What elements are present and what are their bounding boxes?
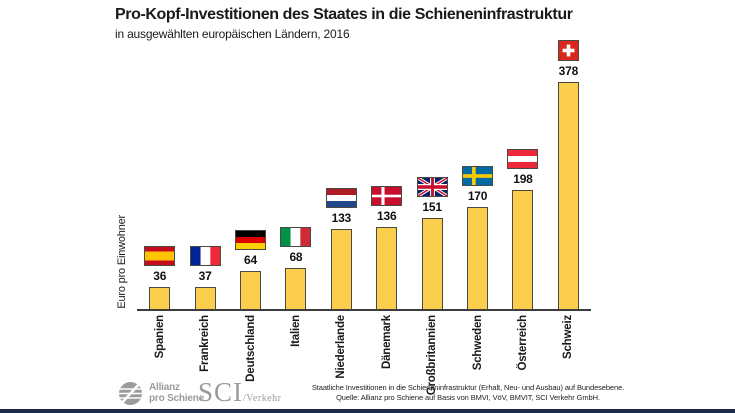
bar-column-it: 68 (273, 227, 318, 309)
bar-column-de: 64 (228, 230, 273, 309)
flag-icon-it (280, 227, 312, 247)
bar-dk (376, 227, 398, 309)
value-label-ch: 378 (558, 64, 579, 78)
flag-icon-dk (371, 186, 403, 206)
x-axis-label-dk: Dänemark (380, 315, 393, 370)
source-note-line1: Staatliche Investitionen in die Schienen… (311, 383, 625, 392)
bar-ch (557, 82, 579, 309)
sci-logo-main: SCI (198, 377, 244, 407)
bottom-accent-bar (0, 409, 735, 413)
bar-chart-plot-area: 36 37 64 68 133 136 151 170 198 378 (137, 30, 591, 309)
chart-subtitle: in ausgewählten europäischen Ländern, 20… (115, 27, 350, 41)
value-label-se: 170 (467, 189, 488, 203)
value-label-es: 36 (153, 269, 167, 283)
bar-column-nl: 133 (319, 188, 364, 309)
bar-column-dk: 136 (364, 186, 409, 309)
value-label-it: 68 (289, 250, 303, 264)
value-label-gb: 151 (422, 200, 442, 214)
bar-it (285, 268, 307, 309)
bar-gb (421, 218, 443, 309)
flag-icon-at (507, 149, 539, 169)
value-label-at: 198 (513, 172, 533, 186)
bar-column-es: 36 (137, 246, 182, 309)
value-label-nl: 133 (331, 211, 352, 225)
flag-icon-es (144, 246, 176, 266)
bar-es (149, 287, 171, 309)
bar-fr (194, 287, 216, 309)
allianz-logo-text: Allianz pro Schiene (149, 382, 205, 404)
flag-icon-de (235, 230, 267, 250)
bar-column-se: 170 (455, 166, 500, 309)
x-axis-label-at: Österreich (516, 315, 529, 371)
value-label-dk: 136 (377, 209, 397, 223)
sci-verkehr-logo: SCI/Verkehr (198, 377, 281, 408)
header: Pro-Kopf-Investitionen des Staates in di… (115, 6, 573, 41)
flag-icon-fr (189, 246, 221, 266)
flag-icon-nl (325, 188, 357, 208)
y-axis-label: Euro pro Einwohner (116, 215, 128, 309)
bar-de (240, 271, 262, 309)
bar-column-gb: 151 (409, 177, 454, 309)
bar-se (467, 207, 489, 309)
chart-title: Pro-Kopf-Investitionen des Staates in di… (115, 6, 573, 23)
flag-icon-se (462, 166, 494, 186)
x-axis-label-nl: Niederlande (335, 315, 348, 379)
flag-icon-gb (416, 177, 448, 197)
x-axis-label-fr: Frankreich (199, 315, 212, 372)
allianz-logo-line2: pro Schiene (149, 392, 205, 404)
x-axis-label-se: Schweden (471, 315, 484, 371)
bar-column-at: 198 (500, 149, 545, 309)
x-axis-label-de: Deutschland (244, 315, 257, 382)
allianz-pro-schiene-logo: Allianz pro Schiene (118, 381, 204, 406)
x-axis-label-es: Spanien (153, 315, 166, 359)
value-label-fr: 37 (198, 269, 212, 283)
bar-at (512, 190, 534, 309)
source-note: Staatliche Investitionen in die Schienen… (298, 383, 638, 402)
bar-column-fr: 37 (182, 246, 227, 309)
sci-logo-suffix: /Verkehr (243, 393, 282, 404)
bar-column-ch: 378 (546, 40, 591, 309)
x-axis-label-it: Italien (289, 315, 302, 347)
allianz-logo-line1: Allianz (149, 382, 180, 393)
flag-icon-ch (557, 40, 579, 61)
value-label-de: 64 (244, 253, 257, 267)
x-axis-line (137, 309, 591, 311)
x-axis-label-ch: Schweiz (562, 315, 575, 359)
bar-nl (330, 229, 352, 309)
source-note-line2: Quelle: Allianz pro Schiene auf Basis vo… (336, 392, 600, 402)
allianz-logo-icon (119, 382, 142, 405)
